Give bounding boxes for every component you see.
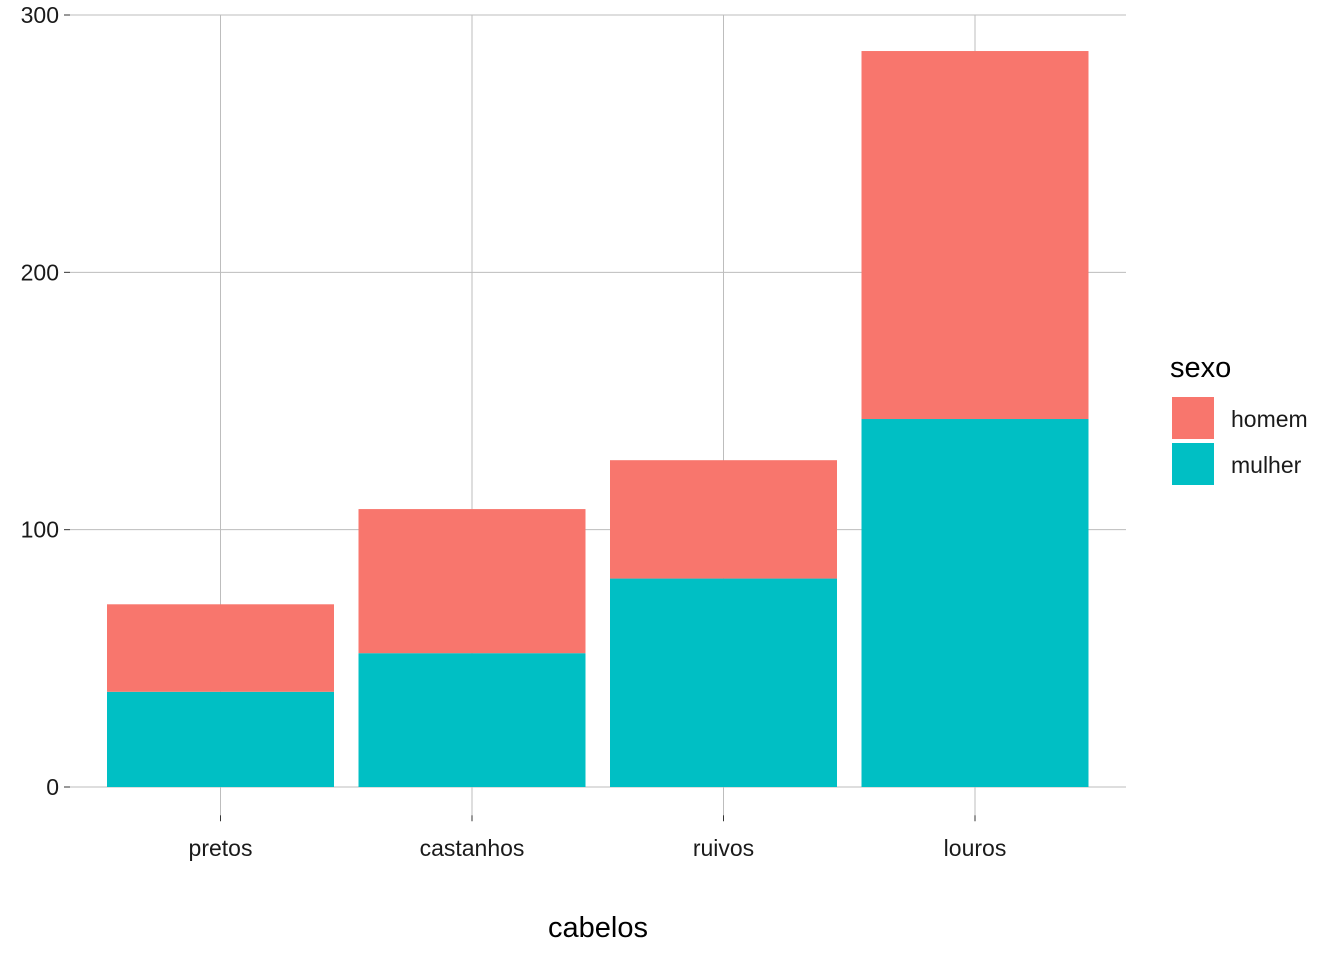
legend-label-homem: homem [1231,406,1308,432]
y-tick-label: 100 [21,517,59,543]
bar-mulher-louros [861,419,1089,787]
bar-mulher-pretos [107,691,334,787]
x-tick-label: castanhos [420,835,525,861]
bar-mulher-ruivos [610,578,837,787]
x-tick-label: pretos [189,835,253,861]
axes: 0 100 200 300 pretos castanhos ruivos louros [21,2,1007,861]
x-tick-label: louros [944,835,1007,861]
bars [107,51,1089,787]
y-tick-label: 0 [46,774,59,800]
bar-homem-castanhos [358,509,586,654]
legend-swatch-homem [1172,397,1214,439]
bar-mulher-castanhos [358,653,586,787]
x-tick-label: ruivos [693,835,754,861]
legend-label-mulher: mulher [1231,452,1302,478]
y-tick-label: 300 [21,2,59,28]
legend: sexo homem mulher [1170,352,1308,485]
x-axis-title: cabelos [548,912,648,944]
bar-homem-ruivos [610,460,837,579]
legend-swatch-mulher [1172,443,1214,485]
legend-title: sexo [1170,352,1231,384]
bar-homem-louros [861,51,1089,420]
y-tick-label: 200 [21,259,59,285]
bar-homem-pretos [107,604,334,692]
